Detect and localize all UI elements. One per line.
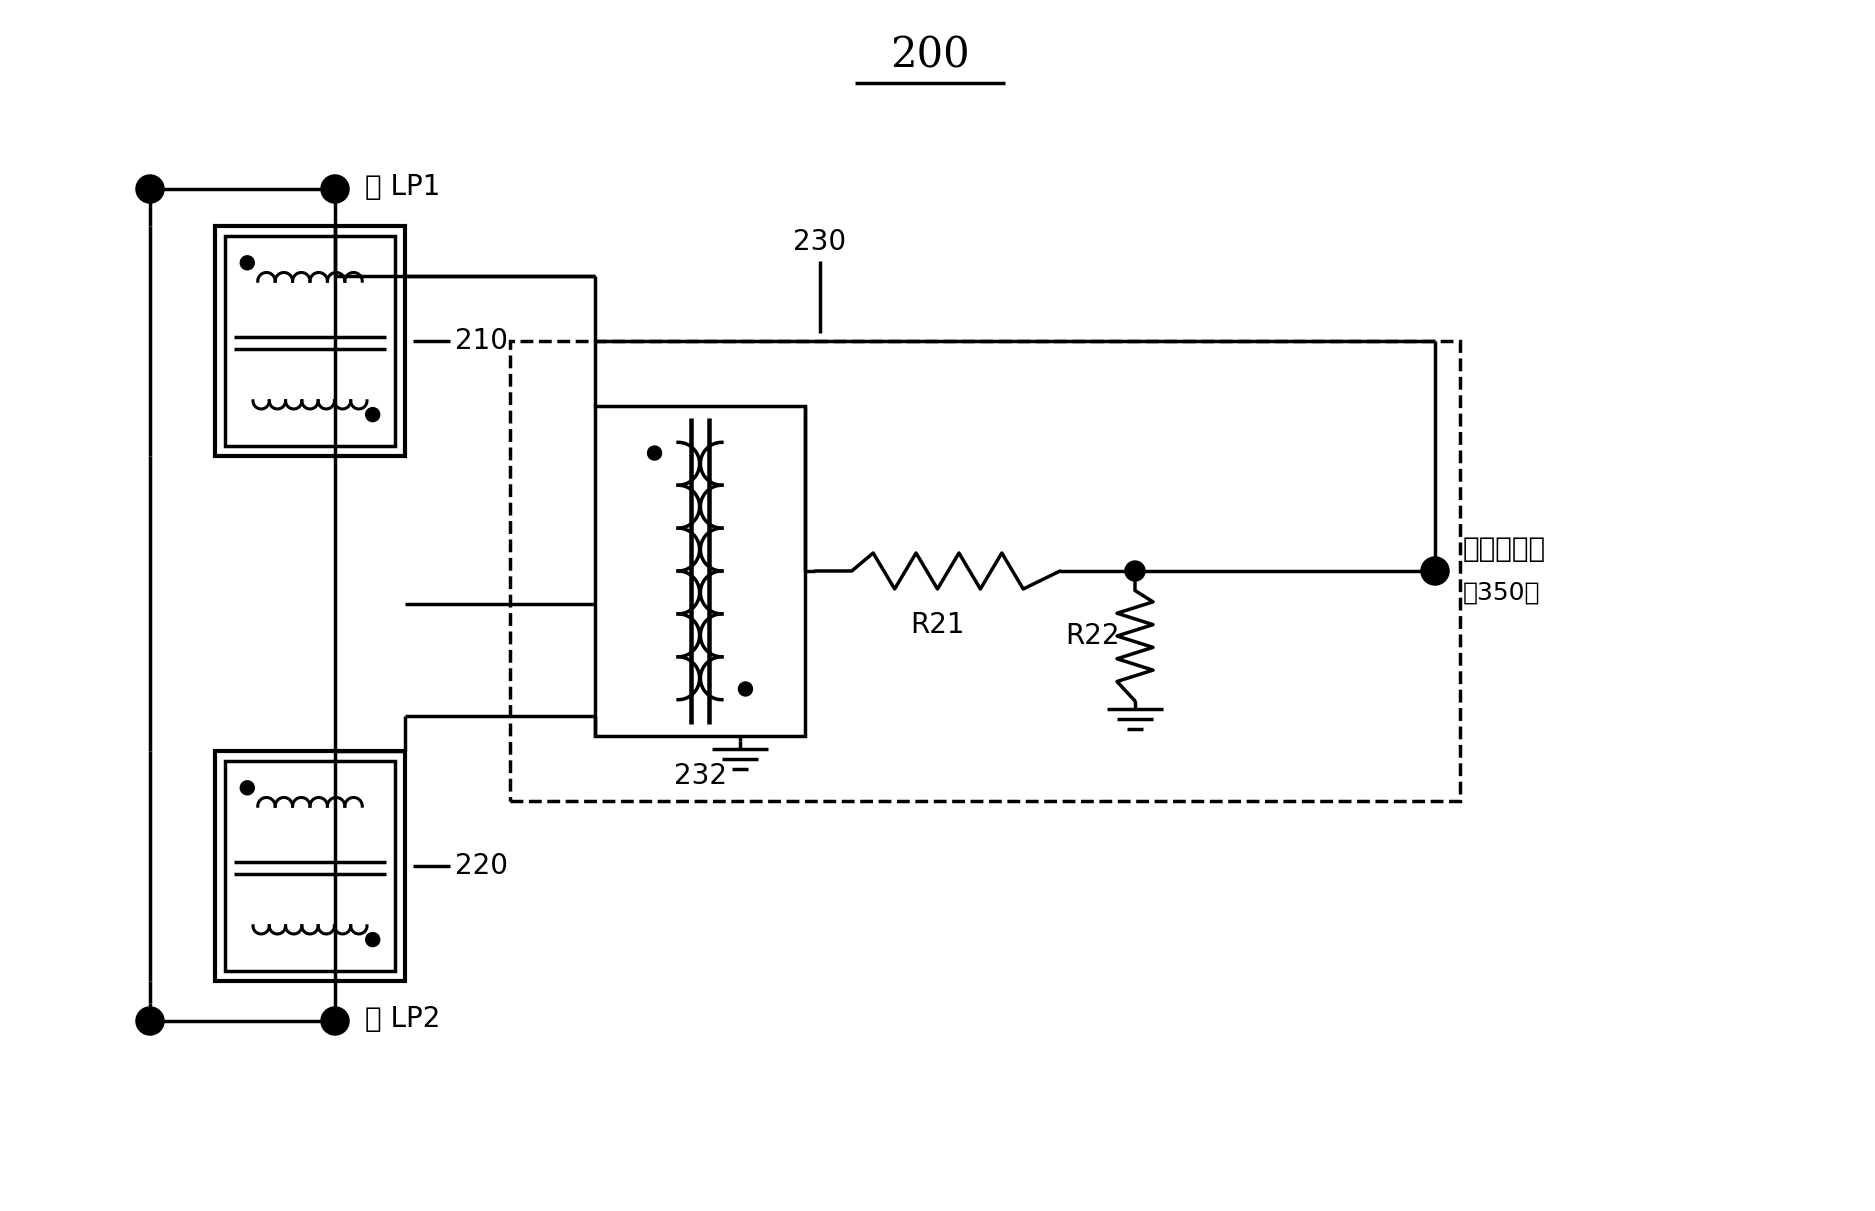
Circle shape (1421, 558, 1448, 584)
Circle shape (366, 932, 381, 947)
Circle shape (240, 781, 255, 794)
Circle shape (322, 176, 349, 202)
Bar (594, 406, 804, 736)
Bar (216, 751, 405, 981)
Text: R22: R22 (1065, 622, 1119, 650)
Text: 232: 232 (673, 762, 726, 790)
Text: R21: R21 (909, 612, 966, 639)
Circle shape (137, 176, 163, 202)
Text: 至 LP1: 至 LP1 (366, 173, 441, 201)
Circle shape (366, 408, 381, 421)
Text: 至开关部分: 至开关部分 (1462, 535, 1547, 563)
Circle shape (647, 446, 662, 460)
Circle shape (739, 682, 752, 696)
Text: 210: 210 (456, 327, 508, 355)
Bar (216, 226, 405, 457)
Text: 至 LP2: 至 LP2 (366, 1005, 441, 1033)
Text: 200: 200 (891, 35, 969, 78)
Bar (225, 236, 396, 446)
Bar (225, 761, 396, 971)
Text: 220: 220 (456, 853, 508, 880)
Text: 230: 230 (793, 228, 846, 256)
Bar (510, 342, 1461, 800)
Text: （350）: （350） (1462, 581, 1541, 606)
Circle shape (322, 1008, 349, 1034)
Circle shape (1125, 561, 1146, 581)
Circle shape (137, 1008, 163, 1034)
Circle shape (240, 256, 255, 270)
